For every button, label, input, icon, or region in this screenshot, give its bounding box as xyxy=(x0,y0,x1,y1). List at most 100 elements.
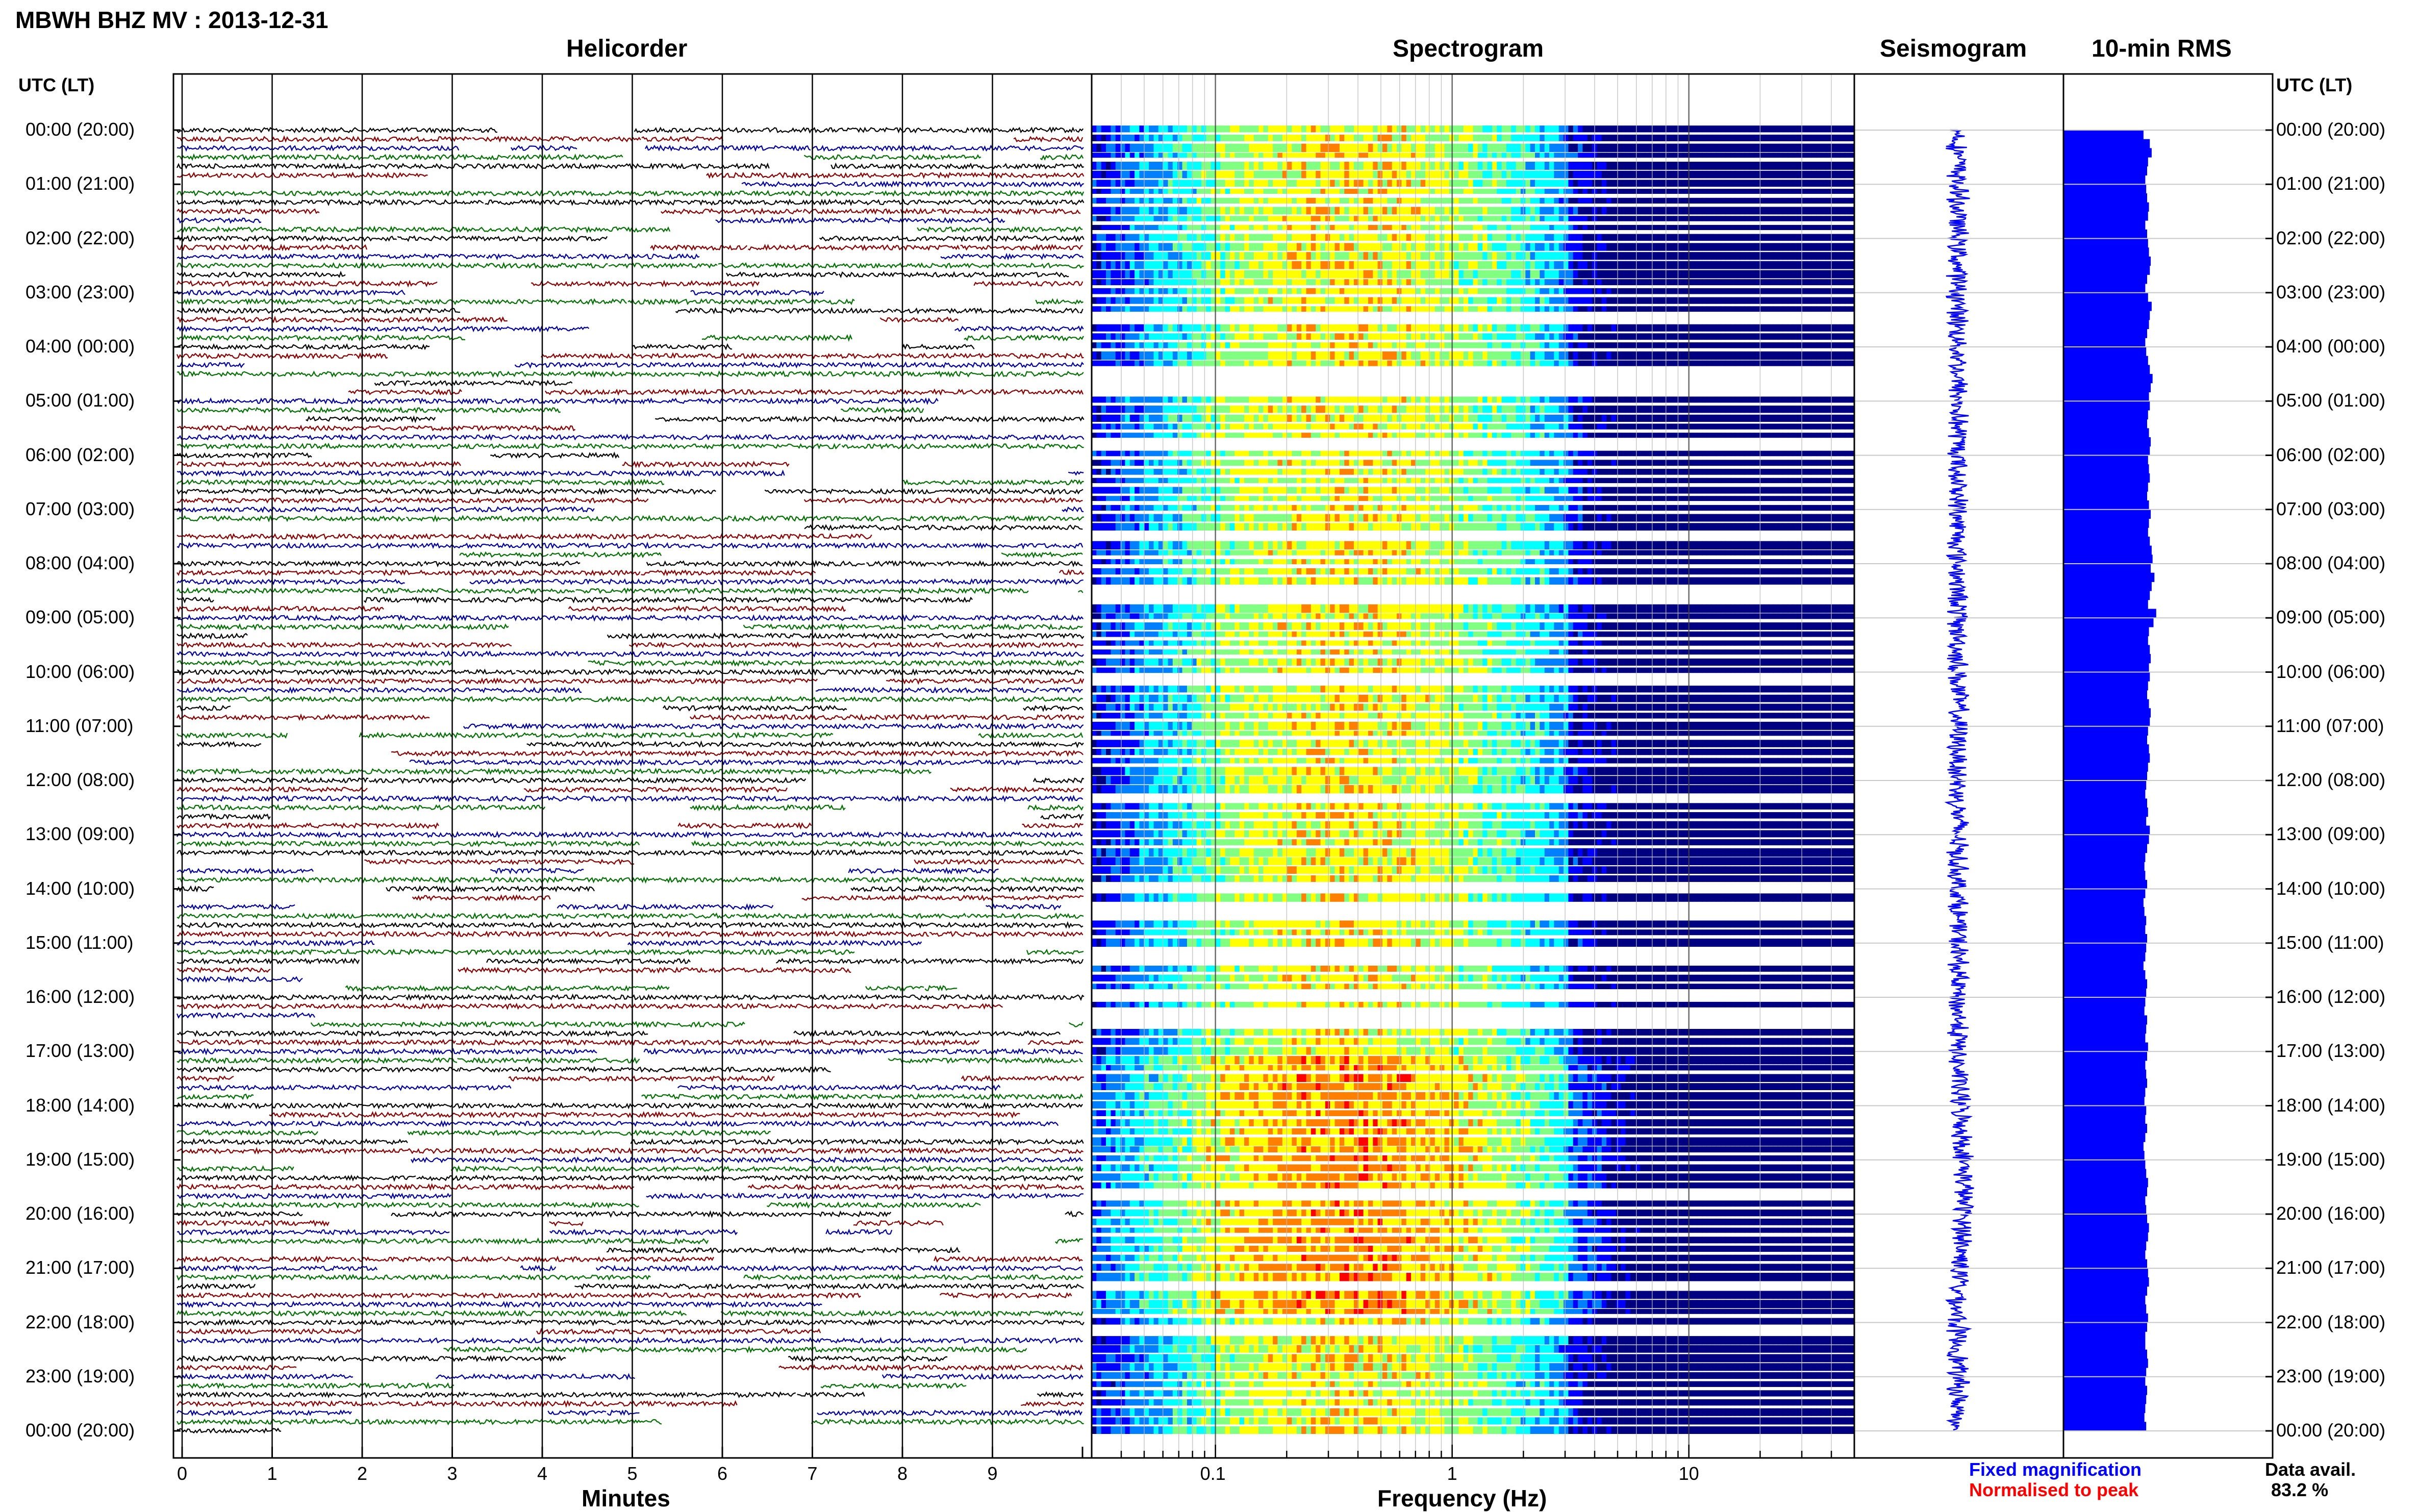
spectrogram-cell xyxy=(1206,252,1212,260)
spectrogram-cell xyxy=(1506,406,1512,413)
spectrogram-cell xyxy=(1806,261,1812,269)
spectrogram-cell xyxy=(1540,360,1545,366)
spectrogram-cell xyxy=(1511,270,1517,279)
spectrogram-cell xyxy=(1678,134,1683,141)
spectrogram-cell xyxy=(1306,243,1312,251)
spectrogram-cell xyxy=(1492,288,1497,294)
spectrogram-cell xyxy=(1382,180,1388,187)
spectrogram-cell xyxy=(1334,342,1340,348)
spectrogram-cell xyxy=(1220,134,1226,141)
spectrogram-cell xyxy=(1516,216,1521,221)
spectrogram-cell xyxy=(1253,189,1259,194)
spectrogram-cell xyxy=(1468,414,1474,422)
spectrogram-cell xyxy=(1654,414,1659,422)
spectrogram-cell xyxy=(1630,297,1635,304)
spectrogram-cell xyxy=(1373,216,1378,221)
spectrogram-cell xyxy=(1249,351,1254,360)
spectrogram-cell xyxy=(1382,360,1388,366)
spectrogram-cell xyxy=(1230,360,1235,366)
spectrogram-cell xyxy=(1287,261,1292,269)
spectrogram-cell xyxy=(1597,288,1602,294)
spectrogram-cell xyxy=(1187,261,1192,269)
spectrogram-cell xyxy=(1687,216,1693,221)
spectrogram-cell xyxy=(1244,134,1249,141)
spectrogram-cell xyxy=(1516,333,1521,340)
spectrogram-cell xyxy=(1163,396,1169,403)
spectrogram-cell xyxy=(1749,406,1755,413)
spectrogram-cell xyxy=(1230,252,1235,260)
spectrogram-cell xyxy=(1201,306,1206,312)
helicorder-trace xyxy=(177,569,1085,576)
spectrogram-cell xyxy=(1135,270,1140,279)
spectrogram-cell xyxy=(1397,406,1402,413)
spectrogram-cell xyxy=(1258,360,1264,366)
spectrogram-cell xyxy=(1497,216,1502,221)
spectrogram-cell xyxy=(1253,342,1259,348)
spectrogram-cell xyxy=(1749,414,1755,422)
helicorder-trace xyxy=(463,722,1084,730)
spectrogram-cell xyxy=(1511,360,1517,366)
spectrogram-cell xyxy=(1706,360,1712,366)
spectrogram-cell xyxy=(1849,134,1855,141)
spectrogram-cell xyxy=(1654,197,1659,204)
spectrogram-cell xyxy=(1468,224,1474,230)
spectrogram-cell xyxy=(1444,306,1450,312)
spectrogram-cell xyxy=(1325,261,1330,269)
spectrogram-cell xyxy=(1635,306,1641,312)
spectrogram-cell xyxy=(1292,414,1297,422)
spectrogram-cell xyxy=(1358,270,1364,279)
spectrogram-cell xyxy=(1644,143,1650,153)
spectrogram-cell xyxy=(1573,324,1578,332)
spectrogram-cell xyxy=(1092,207,1097,215)
spectrogram-cell xyxy=(1792,423,1798,430)
spectrogram-cell xyxy=(1382,162,1388,170)
spectrogram-cell xyxy=(1420,153,1426,158)
spectrogram-cell xyxy=(1192,288,1197,294)
spectrogram-cell xyxy=(1573,207,1578,215)
spectrogram-cell xyxy=(1782,134,1788,141)
spectrogram-cell xyxy=(1392,414,1397,422)
spectrogram-cell xyxy=(1477,162,1483,170)
spectrogram-cell xyxy=(1220,234,1226,241)
spectrogram-cell xyxy=(1135,324,1140,332)
spectrogram-cell xyxy=(1287,125,1292,133)
spectrogram-cell xyxy=(1625,189,1631,194)
helicorder-trace xyxy=(177,1264,1084,1272)
spectrogram-cell xyxy=(1273,297,1278,304)
spectrogram-cell xyxy=(1759,197,1764,204)
spectrogram-cell xyxy=(1735,162,1741,170)
spectrogram-cell xyxy=(1235,216,1240,221)
spectrogram-cell xyxy=(1625,333,1631,340)
spectrogram-cell xyxy=(1658,414,1664,422)
spectrogram-cell xyxy=(1792,414,1798,422)
spectrogram-cell xyxy=(1792,125,1798,133)
spectrogram-cell xyxy=(1625,234,1631,241)
spectrogram-cell xyxy=(1111,197,1116,204)
spectrogram-cell xyxy=(1735,234,1741,241)
spectrogram-cell xyxy=(1773,143,1779,153)
spectrogram-cell xyxy=(1463,197,1469,204)
spectrogram-cell xyxy=(1754,270,1759,279)
spectrogram-cell xyxy=(1644,243,1650,251)
spectrogram-cell xyxy=(1492,297,1497,304)
spectrogram-cell xyxy=(1687,288,1693,294)
spectrogram-cell xyxy=(1311,406,1316,413)
spectrogram-cell xyxy=(1220,396,1226,403)
spectrogram-cell xyxy=(1497,279,1502,286)
spectrogram-cell xyxy=(1397,396,1402,403)
spectrogram-cell xyxy=(1849,306,1855,312)
spectrogram-cell xyxy=(1353,216,1359,221)
spectrogram-cell xyxy=(1635,333,1641,340)
spectrogram-cell xyxy=(1411,297,1416,304)
spectrogram-cell xyxy=(1339,279,1345,286)
spectrogram-cell xyxy=(1287,189,1292,194)
spectrogram-cell xyxy=(1416,252,1421,260)
spectrogram-cell xyxy=(1168,234,1173,241)
spectrogram-cell xyxy=(1768,162,1774,170)
spectrogram-cell xyxy=(1768,297,1774,304)
spectrogram-cell xyxy=(1168,270,1173,279)
spectrogram-cell xyxy=(1201,360,1206,366)
spectrogram-cell xyxy=(1320,243,1326,251)
spectrogram-cell xyxy=(1334,279,1340,286)
spectrogram-cell xyxy=(1282,270,1288,279)
